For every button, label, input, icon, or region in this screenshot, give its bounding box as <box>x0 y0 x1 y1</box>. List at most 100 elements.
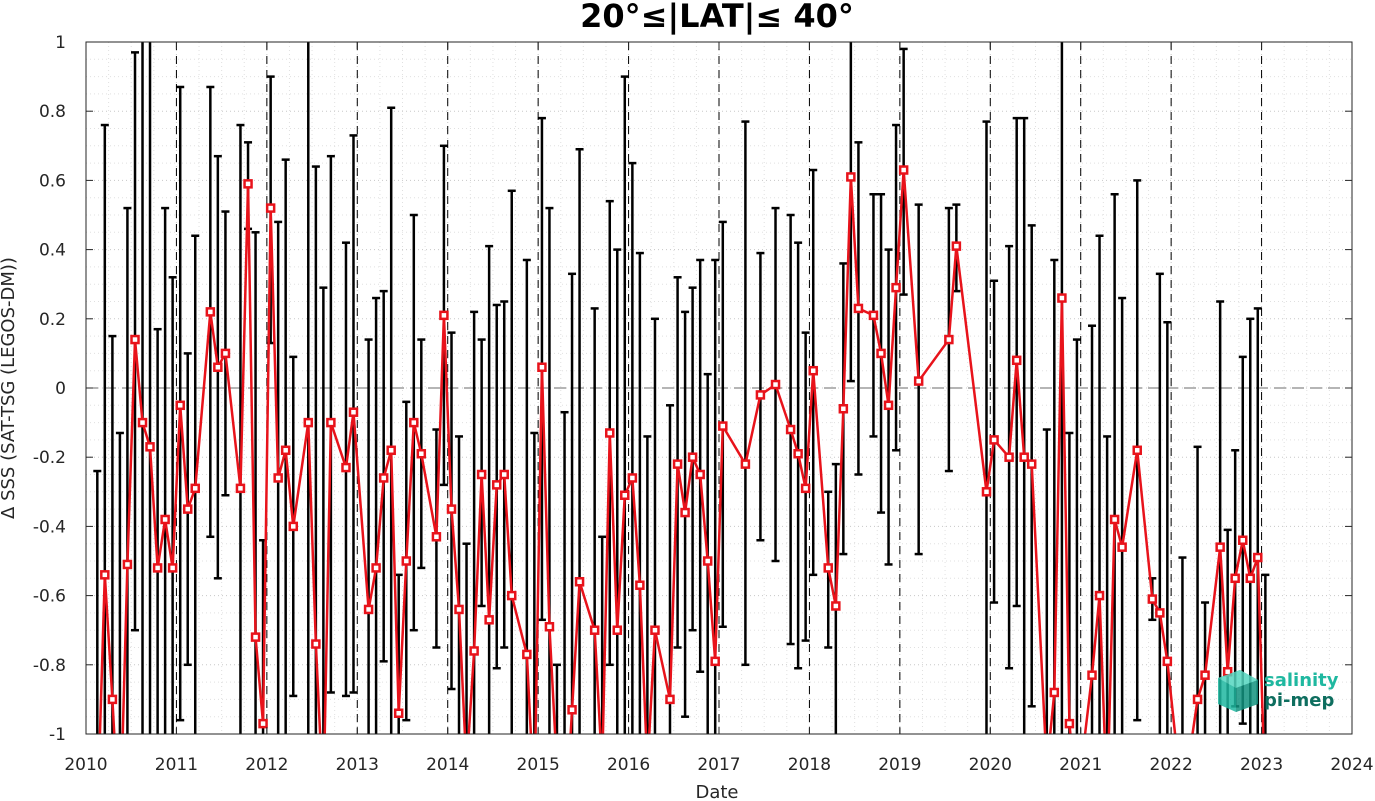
data-point-marker <box>100 570 110 580</box>
data-point-marker <box>145 442 155 452</box>
y-tick-label: -0.6 <box>33 587 66 607</box>
x-tick-label: 2017 <box>697 755 740 775</box>
data-point-marker <box>499 469 509 480</box>
chart-title: 20°≤|LAT|≤ 40° <box>580 0 854 36</box>
y-tick-label: -1 <box>49 725 66 745</box>
data-point-marker <box>326 417 336 428</box>
data-point-marker <box>250 632 261 642</box>
data-point-marker <box>280 445 291 456</box>
x-tick-label: 2015 <box>517 755 560 775</box>
data-point-marker <box>876 348 886 359</box>
data-point-marker <box>1162 656 1173 667</box>
data-point-marker <box>883 400 894 411</box>
x-tick-label: 2011 <box>155 755 198 775</box>
data-point-marker <box>989 435 999 445</box>
series-markers <box>100 165 1263 729</box>
data-point-marker <box>687 452 698 462</box>
x-tick-label: 2014 <box>426 755 469 775</box>
data-point-marker <box>1087 670 1097 680</box>
logo-text-pi-mep: pi-mep <box>1264 690 1334 711</box>
data-point-marker <box>303 417 314 428</box>
data-point-marker <box>800 483 811 494</box>
data-point-marker <box>710 656 720 667</box>
data-point-marker <box>718 421 728 431</box>
x-tick-label: 2016 <box>607 755 650 775</box>
y-tick-label: -0.2 <box>33 448 66 468</box>
data-point-marker <box>672 459 683 469</box>
data-point-marker <box>190 483 200 494</box>
data-point-marker <box>891 282 901 293</box>
data-point-marker <box>506 590 517 601</box>
axis-ticks <box>85 41 1353 735</box>
data-point-marker <box>416 448 427 459</box>
data-point-marker <box>1253 552 1263 563</box>
data-point-marker <box>1192 694 1203 705</box>
y-tick-label: 0.2 <box>39 310 66 330</box>
x-tick-label: 2013 <box>336 755 379 775</box>
y-tick-label: 0.8 <box>39 102 66 122</box>
data-point-marker <box>846 172 856 182</box>
data-point-marker <box>1094 590 1105 601</box>
data-point-marker <box>635 580 645 590</box>
data-point-marker <box>1147 594 1158 604</box>
data-point-marker <box>1019 452 1029 462</box>
data-point-marker <box>371 563 381 573</box>
data-point-marker <box>137 417 148 428</box>
data-point-marker <box>944 334 954 345</box>
data-point-marker <box>220 348 231 359</box>
y-tick-label: 1 <box>55 33 66 53</box>
data-point-marker <box>913 376 924 386</box>
x-tick-label: 2012 <box>245 755 288 775</box>
data-point-marker <box>522 649 532 660</box>
data-point-marker <box>175 400 185 411</box>
data-point-marker <box>1109 514 1120 525</box>
y-tick-label: -0.4 <box>33 517 66 537</box>
data-point-marker <box>363 604 374 615</box>
data-point-marker <box>665 694 675 705</box>
data-point-marker <box>1215 542 1225 552</box>
data-point-marker <box>567 705 577 715</box>
data-point-marker <box>1117 542 1127 552</box>
data-point-marker <box>831 601 841 611</box>
data-point-marker <box>589 625 600 635</box>
data-point-marker <box>838 404 849 414</box>
x-tick-label: 2021 <box>1059 755 1102 775</box>
data-point-marker <box>1238 535 1248 545</box>
data-point-marker <box>1026 459 1037 469</box>
data-point-marker <box>793 448 803 459</box>
x-tick-label: 2024 <box>1330 755 1373 775</box>
data-point-marker <box>898 165 909 175</box>
data-point-marker <box>574 577 585 587</box>
data-point-marker <box>680 507 690 518</box>
series-line <box>98 169 1265 734</box>
x-axis-label: Date <box>695 782 738 801</box>
data-point-marker <box>627 473 638 483</box>
data-point-marker <box>213 362 223 372</box>
x-tick-label: 2018 <box>788 755 831 775</box>
data-point-marker <box>107 694 118 705</box>
x-tick-label: 2023 <box>1240 755 1283 775</box>
data-point-marker <box>288 521 299 532</box>
logo-text-salinity: salinity <box>1264 670 1339 691</box>
data-point-marker <box>808 365 818 376</box>
data-point-marker <box>740 459 751 469</box>
x-tick-labels: 2010 2011 2012 2013 2014 2015 2016 2017 2018 2019… <box>64 755 1373 775</box>
data-point-marker <box>981 487 992 497</box>
data-point-marker <box>152 563 163 573</box>
y-axis-label: Δ SSS (SAT-TSG (LEGOS-DM)) <box>0 257 19 519</box>
data-point-marker <box>1064 718 1075 729</box>
data-point-marker <box>258 718 268 729</box>
data-point-marker <box>605 428 615 438</box>
data-point-marker <box>160 514 170 525</box>
data-point-marker <box>182 504 193 514</box>
data-point-marker <box>1200 670 1210 680</box>
x-tick-label: 2010 <box>64 755 107 775</box>
x-tick-label: 2022 <box>1150 755 1193 775</box>
data-point-marker <box>409 417 419 428</box>
data-point-marker <box>167 563 178 573</box>
data-point-marker <box>1245 573 1256 584</box>
data-point-marker <box>469 646 479 656</box>
data-point-marker <box>401 556 412 566</box>
data-point-marker <box>702 556 713 566</box>
data-point-marker <box>1004 452 1014 462</box>
